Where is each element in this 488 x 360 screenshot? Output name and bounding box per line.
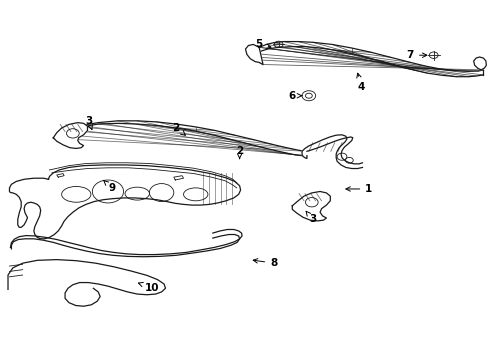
Polygon shape [8,260,165,306]
Text: 8: 8 [253,258,277,268]
Text: 4: 4 [356,73,365,92]
Polygon shape [173,176,183,180]
Polygon shape [473,57,486,70]
Text: 3: 3 [84,116,92,130]
Polygon shape [10,229,242,257]
Text: 6: 6 [288,91,301,101]
Text: 10: 10 [138,282,159,293]
Polygon shape [9,165,240,239]
Text: 9: 9 [103,180,115,193]
Text: 5: 5 [255,40,270,49]
Text: 1: 1 [345,184,372,194]
Polygon shape [292,192,330,221]
Polygon shape [245,44,263,64]
Polygon shape [52,121,306,156]
Text: 2: 2 [236,145,243,158]
Polygon shape [302,135,362,168]
Polygon shape [253,41,483,77]
Text: 7: 7 [406,50,426,60]
Text: 2: 2 [172,123,185,135]
Text: 3: 3 [305,211,316,224]
Polygon shape [57,174,64,177]
Polygon shape [53,123,87,148]
